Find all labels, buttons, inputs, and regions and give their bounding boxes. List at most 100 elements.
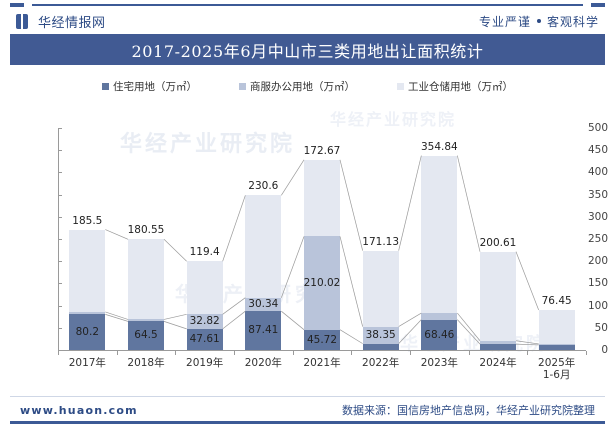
y-axis-tick-label: 500: [587, 122, 608, 134]
page-footer: www.huaon.com 数据来源：国信房地产信息网，华经产业研究院整理: [0, 398, 615, 422]
legend-item-1[interactable]: 商服办公用地（万㎡）: [239, 79, 355, 94]
legend-swatch-icon: [102, 82, 109, 90]
y-axis-tick-label: 350: [587, 188, 608, 201]
bar-value-label: 32.82: [189, 315, 220, 328]
y-axis-tick-mark: [58, 216, 62, 218]
legend-label: 住宅用地（万㎡）: [113, 80, 197, 93]
bar-segment-series-2[interactable]: [186, 261, 223, 315]
x-axis-tick-mark: [58, 351, 59, 355]
x-axis-tick-mark: [351, 351, 353, 355]
bar-segment-series-1[interactable]: 4.32: [128, 309, 164, 322]
footer-website[interactable]: www.huaon.com: [20, 403, 138, 417]
y-axis-tick-label: 400: [587, 166, 608, 179]
bar-value-label: 47.61: [189, 333, 220, 346]
y-axis-tick-mark: [58, 305, 62, 307]
bar-segment-series-2[interactable]: [480, 251, 516, 341]
x-axis-label: 2022年: [362, 357, 400, 369]
bar-segment-series-0[interactable]: 11.37: [538, 334, 575, 350]
brand-logo[interactable]: 华经情报网: [16, 12, 106, 31]
plot-area: 80.2 5.44 64.5 4.32 47.61 32.82 87.41 30.34 45.7…: [58, 128, 586, 350]
y-axis-tick-mark: [58, 150, 62, 152]
bar-segment-series-1[interactable]: 7.59: [480, 330, 516, 345]
y-axis-tick-label: 0: [601, 344, 608, 356]
bar-value-label: 38.35: [365, 328, 396, 341]
bar-segment-series-2[interactable]: [69, 229, 106, 312]
bar-segment-series-1[interactable]: 38.35: [362, 326, 399, 344]
y-axis-tick-mark: [58, 327, 62, 329]
x-axis-label: 2025年 1-6月: [538, 357, 576, 382]
bullet-dot-icon: [536, 19, 541, 23]
y-axis-tick-mark: [58, 350, 62, 351]
title-band: 2017-2025年6月中山市三类用地出让面积统计: [10, 34, 605, 65]
bar-total-label: 200.61: [479, 236, 517, 249]
x-axis-tick-mark: [292, 351, 294, 355]
double-bar-logo-icon: [16, 13, 31, 29]
bar-segment-series-1[interactable]: 5.44: [69, 301, 106, 315]
y-axis-tick-mark: [58, 128, 62, 129]
legend-item-0[interactable]: 住宅用地（万㎡）: [102, 79, 197, 94]
x-axis-label: 2018年: [127, 357, 165, 369]
bar-segment-series-2[interactable]: [538, 310, 575, 344]
footer-source: 数据来源：国信房地产信息网，华经产业研究院整理: [342, 404, 595, 417]
y-axis-tick-mark: [58, 172, 62, 174]
footer-divider: [10, 396, 605, 397]
x-axis-tick-mark: [586, 351, 587, 355]
x-axis-tick-mark: [410, 351, 411, 355]
bar-segment-series-0[interactable]: 13.3: [480, 334, 516, 350]
bar-total-label: 185.5: [72, 214, 103, 227]
bar-total-label: 171.13: [362, 235, 400, 248]
x-axis-label: 2017年: [68, 357, 106, 369]
bar-value-label: 45.72: [306, 333, 338, 346]
y-axis-tick-mark: [58, 283, 62, 285]
legend-label: 商服办公用地（万㎡）: [250, 80, 355, 93]
y-axis-tick-label: 300: [587, 210, 608, 223]
y-axis-tick-label: 250: [587, 233, 608, 245]
x-axis-tick-mark: [116, 351, 118, 355]
brand-name: 华经情报网: [38, 15, 106, 31]
tagline-right: 客观科学: [546, 14, 599, 29]
bar-segment-series-2[interactable]: [245, 195, 282, 298]
bar-total-label: 119.4: [189, 246, 220, 259]
bar-segment-series-1[interactable]: 32.82: [186, 314, 223, 329]
bar-segment-series-1[interactable]: 30.34: [245, 297, 282, 312]
y-axis-tick-mark: [58, 194, 62, 196]
bar-segment-series-2[interactable]: [421, 155, 458, 314]
top-decorative-rule: [10, 3, 605, 7]
bar-total-label: 230.6: [248, 180, 279, 193]
legend-swatch-icon: [239, 82, 246, 90]
y-axis-tick-label: 100: [587, 299, 608, 312]
bar-value-label: 68.46: [424, 328, 455, 341]
page-title: 2017-2025年6月中山市三类用地出让面积统计: [131, 41, 484, 61]
bar-segment-series-0[interactable]: 80.2: [69, 314, 106, 350]
x-axis-label: 2020年: [244, 357, 282, 369]
chart-legend: 住宅用地（万㎡） 商服办公用地（万㎡） 工业仓储用地（万㎡）: [0, 76, 615, 96]
bar-total-label: 172.67: [303, 144, 341, 157]
bar-value-label: 64.5: [134, 329, 158, 342]
bar-segment-series-2[interactable]: [128, 239, 164, 320]
x-axis-label: 2021年: [303, 357, 341, 369]
bar-segment-series-0[interactable]: 64.5: [128, 321, 164, 350]
bar-segment-series-0[interactable]: 47.61: [186, 328, 223, 350]
legend-swatch-icon: [397, 82, 404, 90]
bar-segment-series-1[interactable]: 14.72: [421, 303, 458, 320]
legend-label: 工业仓储用地（万㎡）: [408, 80, 513, 93]
bar-segment-series-2[interactable]: [304, 159, 340, 237]
bar-segment-series-0[interactable]: 45.72: [304, 329, 340, 350]
x-axis-line: [58, 350, 586, 351]
x-axis-tick-mark: [175, 351, 177, 355]
bar-segment-series-0[interactable]: 68.46: [421, 319, 458, 350]
bar-total-label: 180.55: [127, 224, 165, 237]
x-axis-tick-mark: [468, 351, 470, 355]
bar-segment-series-0[interactable]: 87.41: [245, 311, 282, 350]
bar-value-label: 30.34: [248, 298, 279, 311]
bar-segment-series-0[interactable]: 14.33: [362, 333, 399, 350]
bar-total-label: 76.45: [541, 295, 572, 307]
x-axis-tick-mark: [527, 351, 529, 355]
bar-segment-series-2[interactable]: [362, 250, 399, 327]
legend-item-2[interactable]: 工业仓储用地（万㎡）: [397, 79, 513, 94]
bar-segment-series-1[interactable]: 210.02: [304, 236, 340, 330]
bar-value-label: 80.2: [75, 325, 100, 338]
page-header: 华经情报网 专业严谨 客观科学: [0, 8, 615, 34]
bar-segment-series-1[interactable]: 2.25: [538, 333, 575, 345]
